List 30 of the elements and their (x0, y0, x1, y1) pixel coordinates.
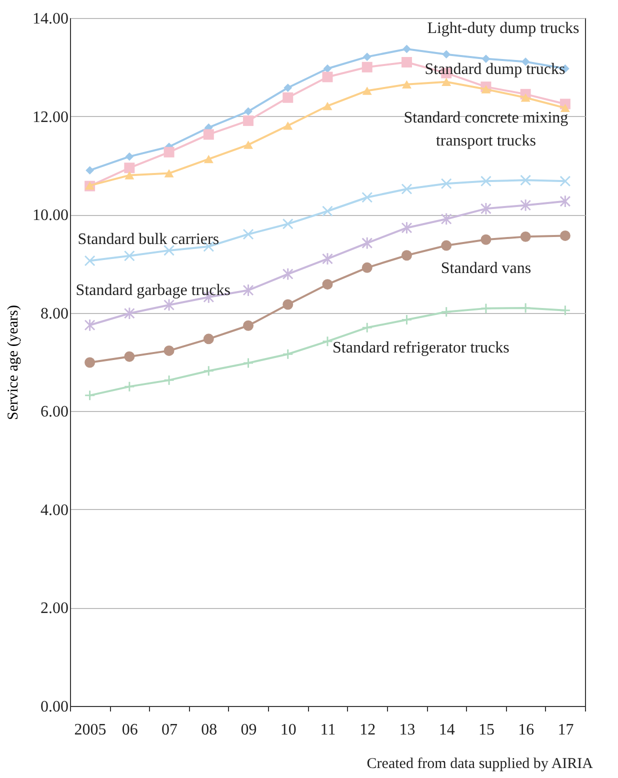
y-axis-title: Service age (years) (6, 305, 22, 420)
series-label: Standard concrete mixing transport trucks (404, 109, 568, 150)
x-tick-label: 17 (558, 722, 574, 738)
x-tick-label: 07 (162, 722, 178, 738)
y-tick-label: 12.00 (32, 108, 68, 126)
x-tick-label: 09 (240, 722, 257, 738)
y-tick-label: 2.00 (40, 600, 68, 618)
y-tick-label: 10.00 (32, 207, 68, 224)
x-tick-label: 15 (478, 722, 494, 738)
x-tick-label: 10 (280, 722, 296, 738)
y-tick-label: 6.00 (40, 404, 68, 421)
series-label: Standard refrigerator trucks (332, 339, 510, 356)
x-tick-label: 08 (201, 722, 218, 738)
x-tick-label: 16 (518, 722, 534, 738)
x-tick-label: 14 (438, 722, 455, 738)
x-tick-label: 06 (122, 722, 138, 738)
y-tick-label: 4.00 (40, 502, 68, 519)
x-tick-label: 12 (360, 722, 376, 738)
series-label: Standard bulk carriers (78, 231, 220, 248)
series-label: Light-duty dump trucks (427, 20, 580, 37)
y-tick-label: 0.00 (40, 698, 68, 716)
x-tick-label: 2005 (74, 722, 106, 738)
series-label: Standard vans (440, 260, 532, 278)
x-tick-label: 11 (320, 722, 336, 738)
text: Created from data supplied by AIRIA (366, 756, 594, 772)
y-tick-label: 14.00 (32, 10, 68, 28)
series-label: Standard garbage trucks (76, 282, 230, 299)
series-label: Standard dump trucks (424, 61, 566, 78)
y-tick-label: 8.00 (40, 305, 68, 322)
x-tick-label: 13 (399, 722, 416, 738)
